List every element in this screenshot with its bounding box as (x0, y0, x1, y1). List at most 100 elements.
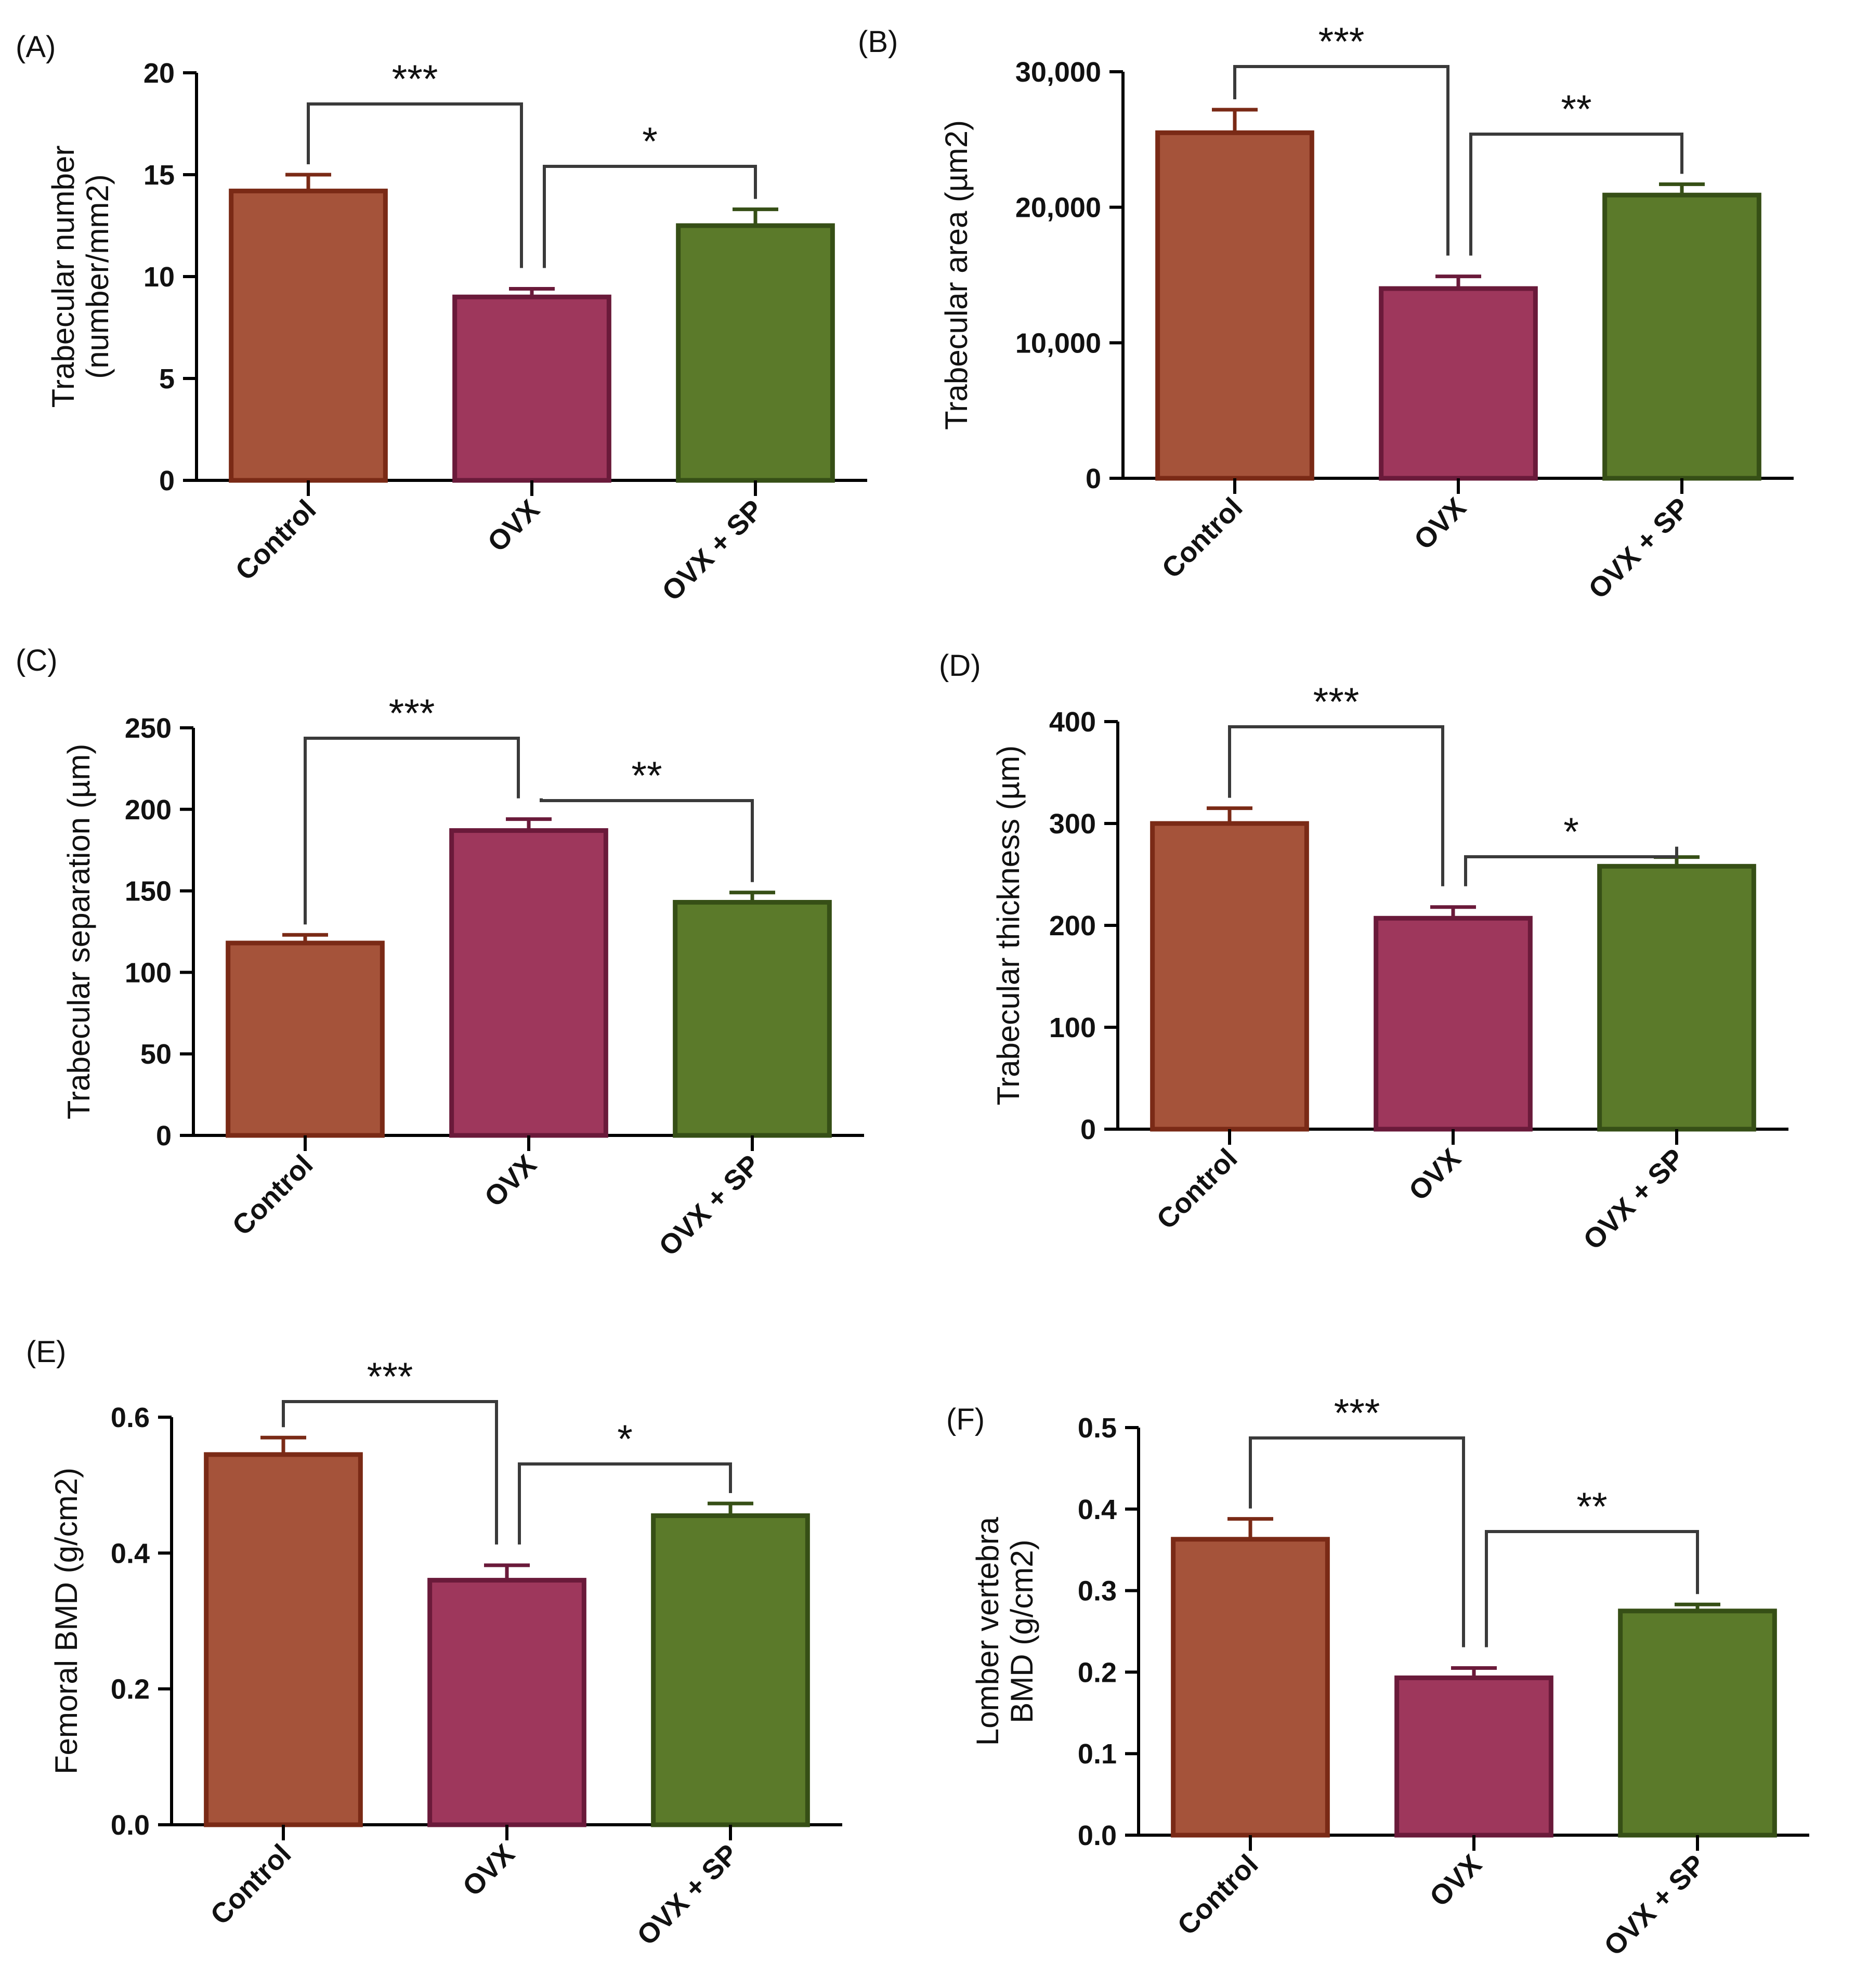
y-tick-label: 0.5 (1078, 1412, 1117, 1444)
bar (651, 1513, 810, 1827)
y-tick-label: 0.4 (111, 1538, 150, 1569)
y-tick-label: 300 (1049, 808, 1096, 840)
significance-label: *** (392, 57, 438, 101)
significance-label: * (642, 120, 658, 164)
chart-panel-4: (D) 0 100 200 300 400 Trabecular thickness (µm… (939, 649, 1788, 1256)
x-tick-label: OVX (1408, 492, 1472, 556)
significance-label: *** (1318, 20, 1365, 64)
significance-bracket (540, 798, 754, 882)
chart-panel-3: (C) 0 50 100 150 200 250 Trabecular separation … (16, 644, 864, 1262)
y-tick-label: 15 (143, 160, 175, 191)
significance-bracket (1228, 725, 1444, 886)
x-tick-label: OVX (478, 1149, 542, 1213)
y-tick-label: 5 (159, 363, 175, 395)
x-tick-label: OVX (1403, 1143, 1467, 1207)
y-tick-label: 20,000 (1015, 192, 1101, 224)
x-tick-label: OVX + SP (656, 494, 769, 607)
y-axis-title: Trabecular area (µm2) (939, 120, 974, 430)
panel-label: (F) (946, 1403, 985, 1436)
significance-bracket (307, 102, 523, 268)
bar (449, 828, 608, 1138)
significance-bracket (1469, 133, 1683, 256)
x-tick-label: Control (1151, 1143, 1243, 1235)
chart-panel-2: (B) 0 10,000 20,000 30,000 Trabecular area (µ… (858, 20, 1794, 605)
x-tick-label: Control (229, 494, 322, 586)
y-tick-label: 10,000 (1015, 328, 1101, 359)
significance-bracket (518, 1462, 732, 1545)
y-tick-label: 0.2 (1078, 1657, 1117, 1688)
x-tick-label: OVX (1423, 1849, 1487, 1913)
y-tick-label: 0.6 (111, 1402, 150, 1433)
y-tick-label: 0.3 (1078, 1576, 1117, 1607)
significance-label: *** (1313, 680, 1360, 724)
bar (1150, 821, 1309, 1132)
bar (226, 940, 385, 1138)
significance-label: *** (389, 691, 435, 736)
bar (1597, 864, 1756, 1132)
y-tick-label: 0.0 (1078, 1820, 1117, 1851)
significance-label: ** (631, 754, 662, 798)
bar (676, 223, 835, 483)
bar (1379, 286, 1538, 481)
x-tick-label: Control (226, 1149, 319, 1241)
bar (1374, 915, 1533, 1132)
y-tick-label: 200 (125, 794, 172, 826)
significance-bracket (1249, 1436, 1465, 1647)
significance-label: * (1563, 810, 1579, 854)
y-tick-label: 200 (1049, 910, 1096, 941)
x-tick-label: OVX + SP (1598, 1849, 1712, 1962)
bar (1394, 1675, 1553, 1838)
y-tick-label: 0.2 (111, 1674, 150, 1705)
x-tick-label: Control (1171, 1849, 1264, 1941)
chart-panel-1: (A) 0 5 10 15 20 Trabecular number (number/mm2)… (16, 30, 867, 607)
y-tick-label: 0.0 (111, 1810, 150, 1841)
y-tick-label: 250 (125, 713, 172, 744)
y-tick-label: 20 (143, 58, 175, 89)
y-tick-label: 0.1 (1078, 1738, 1117, 1770)
y-tick-label: 0 (156, 1120, 172, 1152)
x-tick-label: OVX (456, 1838, 520, 1902)
y-tick-label: 100 (1049, 1012, 1096, 1043)
y-axis-title: (number/mm2) (80, 174, 115, 378)
y-axis-title: BMD (g/cm2) (1004, 1539, 1039, 1723)
bar (1602, 192, 1761, 481)
y-tick-label: 0.4 (1078, 1494, 1117, 1525)
y-tick-label: 0 (1080, 1114, 1096, 1145)
bar (1618, 1608, 1777, 1838)
significance-label: * (617, 1417, 633, 1461)
y-tick-label: 150 (125, 876, 172, 907)
x-tick-label: OVX + SP (653, 1149, 766, 1262)
panel-label: (E) (26, 1335, 66, 1369)
significance-label: ** (1576, 1485, 1607, 1529)
chart-panel-5: (E) 0.0 0.2 0.4 0.6 Femoral BMD (g/cm2) Contro… (26, 1335, 842, 1952)
x-tick-label: OVX + SP (631, 1838, 744, 1952)
y-axis-title: Trabecular thickness (µm) (991, 746, 1026, 1106)
significance-label: *** (367, 1355, 413, 1399)
y-axis-title: Femoral BMD (g/cm2) (49, 1468, 84, 1774)
y-tick-label: 30,000 (1015, 57, 1101, 88)
panel-label: (D) (939, 649, 981, 683)
panel-label: (A) (16, 30, 56, 64)
x-tick-label: Control (204, 1838, 297, 1931)
chart-panel-6: (F) 0.0 0.1 0.2 0.3 0.4 0.5 Lomber vertebra BMD … (946, 1391, 1809, 1962)
y-tick-label: 100 (125, 957, 172, 988)
y-axis-title: Trabecular separation (µm) (61, 744, 96, 1120)
bar (452, 294, 611, 483)
y-axis-title: Lomber vertebra (970, 1516, 1005, 1746)
y-tick-label: 10 (143, 261, 175, 293)
panel-label: (B) (858, 25, 898, 59)
y-tick-label: 400 (1049, 707, 1096, 738)
significance-label: ** (1561, 87, 1591, 132)
x-tick-label: OVX (481, 494, 545, 558)
significance-label: *** (1334, 1391, 1380, 1435)
x-tick-label: OVX + SP (1577, 1143, 1691, 1256)
x-tick-label: OVX + SP (1583, 492, 1696, 605)
significance-bracket (304, 737, 520, 925)
significance-bracket (543, 165, 757, 268)
bar (1171, 1537, 1330, 1838)
bar (229, 188, 388, 483)
y-axis-title: Trabecular number (46, 146, 81, 408)
y-tick-label: 0 (159, 465, 175, 496)
significance-bracket (1485, 1530, 1699, 1647)
